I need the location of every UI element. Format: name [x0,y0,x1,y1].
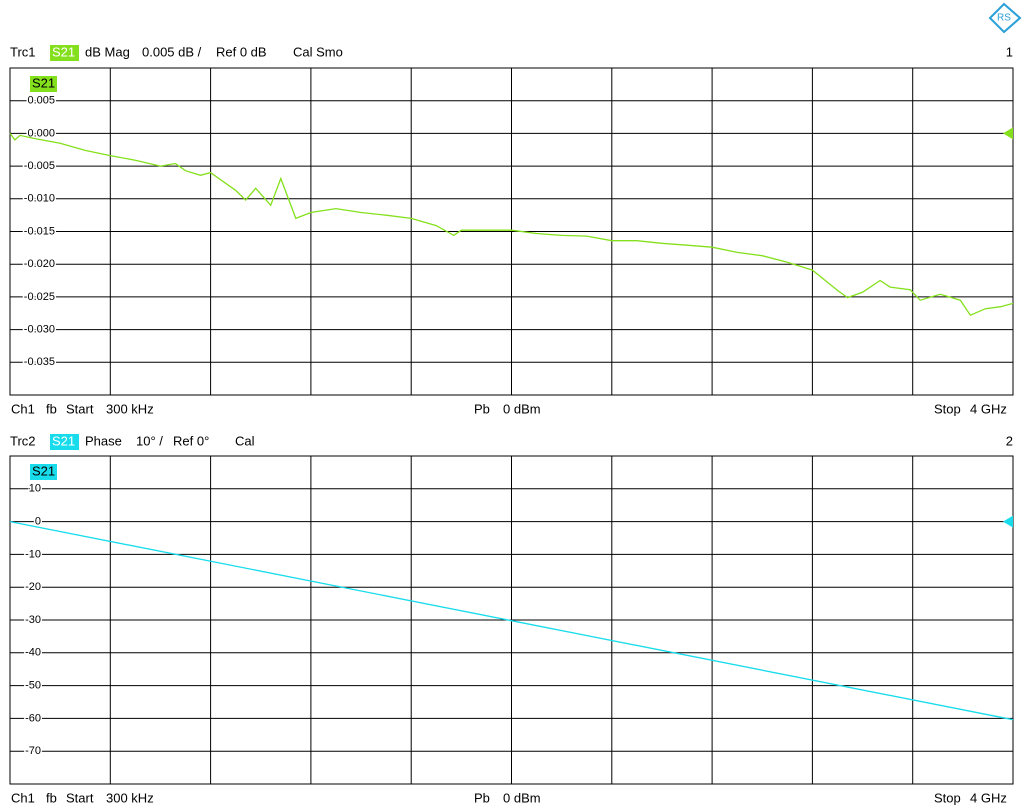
y-tick-label: -60 [25,712,41,724]
trace-label: S21 [32,75,55,90]
param-badge [50,434,79,450]
header-cal: Cal Smo [293,44,343,59]
y-tick-label: 0 [35,516,41,528]
header-ref-label: Ref 0° [173,433,209,448]
footer-power-word: Pb [474,790,490,805]
y-tick-label: -0.035 [24,356,55,368]
footer-stop-word: Stop [934,790,961,805]
header-trace: Trc2 [10,433,36,448]
footer-stop: 4 GHz [970,790,1007,805]
header-cal: Cal [235,433,255,448]
header-param: S21 [52,44,75,59]
header-format: dB Mag [85,44,130,59]
y-tick-label: -50 [25,680,41,692]
header-format: Phase [85,433,122,448]
footer-power-word: Pb [474,401,490,416]
header-scale: 0.005 dB / [142,44,202,59]
y-tick-label: -0.030 [24,324,55,336]
footer-start: 300 kHz [106,790,154,805]
y-tick-label: -10 [25,548,41,560]
y-tick-label: -0.020 [24,258,55,270]
trace-label-badge [30,76,57,92]
y-tick-label: -40 [25,647,41,659]
footer-start-word: Start [66,790,94,805]
footer-power: 0 dBm [503,790,541,805]
footer-start-word: Start [66,401,94,416]
trace-line [9,133,1014,317]
y-tick-label: -70 [25,745,41,757]
trace-number: 1 [1006,44,1013,59]
y-tick-label: -0.010 [24,193,55,205]
trace-label: S21 [32,463,55,478]
y-tick-label: 0.000 [27,127,55,139]
footer-channel: Ch1 [11,790,35,805]
trace-line [9,520,1014,721]
footer-sweep: fb [46,401,57,416]
footer-start: 300 kHz [106,401,154,416]
y-tick-label: -0.015 [24,225,55,237]
footer-sweep: fb [46,790,57,805]
header-trace: Trc1 [10,44,36,59]
header-ref-label: Ref 0 dB [216,44,267,59]
footer-stop: 4 GHz [970,401,1007,416]
ref-marker [1003,515,1013,528]
y-tick-label: -0.025 [24,291,55,303]
trace-number: 2 [1006,433,1013,448]
y-tick-label: 10 [29,483,41,495]
footer-stop-word: Stop [934,401,961,416]
trace-label-badge [30,464,57,480]
logo: RS [988,2,1022,34]
param-badge [50,45,79,61]
y-tick-label: 0.005 [27,95,55,107]
y-tick-label: -30 [25,614,41,626]
footer-channel: Ch1 [11,401,35,416]
header-scale: 10° / [136,433,163,448]
footer-power: 0 dBm [503,401,541,416]
y-tick-label: -20 [25,581,41,593]
y-tick-label: -0.005 [24,160,55,172]
header-param: S21 [52,433,75,448]
svg-text:RS: RS [997,13,1011,24]
ref-marker [1003,127,1013,140]
